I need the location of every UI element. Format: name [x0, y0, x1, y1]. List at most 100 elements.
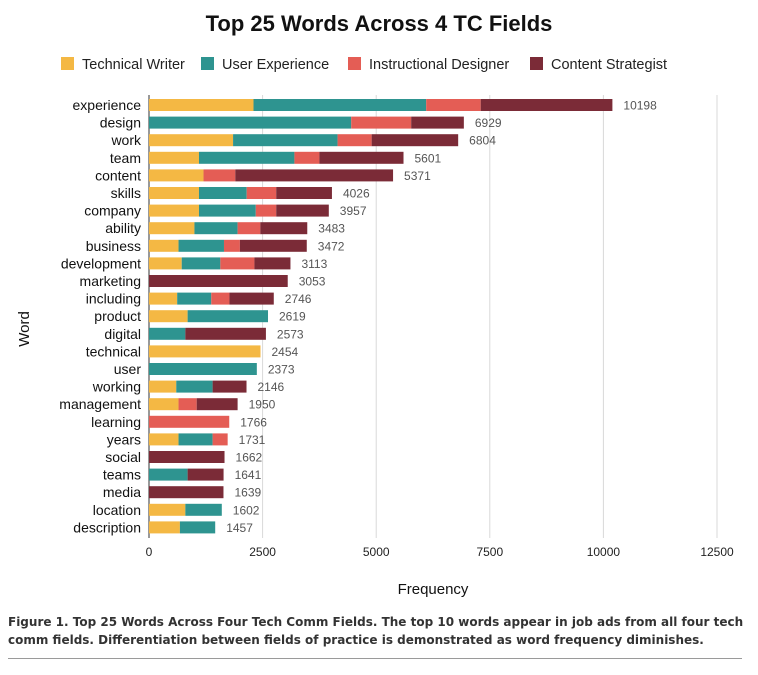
bar-segment	[149, 204, 199, 217]
total-value-label: 2619	[279, 310, 306, 324]
legend-label: Technical Writer	[82, 57, 185, 73]
bar-segment	[223, 239, 240, 252]
bar-segment	[220, 257, 255, 270]
total-value-label: 3957	[340, 204, 367, 218]
bar-segment	[149, 345, 261, 358]
bar-segment	[149, 169, 204, 182]
bar-segment	[194, 222, 238, 235]
total-value-labels: 10198 6929 6804 5601 5371 4026 3957 3483 3472 311…	[226, 99, 657, 535]
x-tick-label: 12500	[700, 545, 734, 559]
category-label: content	[95, 167, 141, 183]
bar-segment	[480, 99, 613, 111]
x-tick-label: 7500	[476, 545, 503, 559]
bar-segment	[229, 292, 274, 305]
bar-segment	[149, 99, 254, 111]
bar-segment	[212, 380, 247, 393]
bar-segment	[337, 134, 372, 147]
category-label: marketing	[80, 273, 141, 289]
bar-segment	[149, 257, 182, 270]
bar-segment	[233, 134, 338, 147]
chart-legend: Technical Writer User Experience Instructi…	[61, 57, 667, 73]
total-value-label: 2454	[272, 345, 299, 359]
total-value-label: 1731	[239, 433, 266, 447]
bar-segment	[203, 169, 236, 182]
legend-item: Technical Writer	[61, 57, 185, 73]
bar-segment	[149, 380, 177, 393]
x-axis-ticks: 0 2500 5000 7500 10000 12500	[146, 545, 734, 559]
legend-label: User Experience	[222, 57, 329, 73]
bar-segment	[149, 451, 225, 463]
figure-caption: Figure 1. Top 25 Words Across Four Tech …	[8, 615, 744, 647]
bar-segment	[294, 151, 320, 164]
legend-swatch	[61, 57, 74, 70]
category-label: business	[86, 238, 141, 254]
total-value-label: 1950	[249, 398, 276, 412]
legend-label: Content Strategist	[551, 57, 667, 73]
total-value-label: 1457	[226, 521, 253, 535]
category-label: experience	[73, 97, 142, 113]
category-label: social	[105, 449, 141, 465]
category-label: user	[114, 361, 142, 377]
bar-segment	[239, 239, 307, 252]
bar-segment	[185, 503, 222, 516]
bar-segment	[187, 468, 224, 481]
chart-title: Top 25 Words Across 4 TC Fields	[206, 11, 553, 36]
category-label: product	[94, 308, 141, 324]
category-label: media	[103, 484, 141, 500]
category-label: team	[110, 150, 141, 166]
bar-segment	[319, 151, 404, 164]
bar-segment	[253, 99, 427, 111]
bar-segment	[254, 257, 291, 270]
total-value-label: 3053	[299, 275, 326, 289]
bar-segment	[149, 415, 230, 428]
category-label: work	[110, 132, 142, 148]
divider	[8, 658, 742, 659]
bar-segment	[411, 116, 464, 129]
x-tick-label: 2500	[249, 545, 276, 559]
total-value-label: 1639	[234, 486, 261, 500]
category-label: development	[61, 255, 141, 271]
bar-segment	[426, 99, 481, 111]
legend-swatch	[530, 57, 543, 70]
category-label: skills	[111, 185, 141, 201]
bar-segment	[185, 327, 266, 340]
x-tick-label: 10000	[587, 545, 621, 559]
bar-segment	[351, 116, 412, 129]
category-label: teams	[103, 467, 141, 483]
bar-segment	[198, 187, 247, 199]
category-label: learning	[91, 414, 141, 430]
x-axis-title: Frequency	[398, 581, 469, 598]
bar-segment	[196, 398, 238, 411]
bar-segment	[149, 486, 224, 499]
total-value-label: 2573	[277, 327, 304, 341]
legend-label: Instructional Designer	[369, 57, 509, 73]
category-label: ability	[105, 220, 141, 236]
bar-segment	[178, 239, 224, 252]
category-label: management	[59, 396, 141, 412]
bar-segment	[149, 187, 199, 199]
legend-item: User Experience	[201, 57, 329, 73]
y-axis-title: Word	[16, 311, 33, 347]
total-value-label: 4026	[343, 187, 370, 201]
bar-segment	[276, 204, 329, 217]
bar-segment	[178, 398, 197, 411]
total-value-label: 2373	[268, 363, 295, 377]
bar-segment	[149, 275, 288, 287]
bar-segment	[149, 134, 234, 147]
bars	[149, 99, 613, 534]
bar-segment	[276, 187, 332, 199]
total-value-label: 6804	[469, 134, 496, 148]
total-value-label: 1766	[240, 415, 267, 429]
bar-segment	[149, 116, 352, 129]
bar-segment	[149, 468, 188, 481]
category-label: including	[86, 291, 141, 307]
bar-segment	[255, 204, 277, 217]
bar-segment	[237, 222, 261, 235]
bar-segment	[212, 433, 228, 446]
legend-swatch	[201, 57, 214, 70]
bar-segment	[198, 151, 295, 164]
category-label: digital	[104, 326, 141, 342]
bar-segment	[260, 222, 308, 235]
x-tick-label: 5000	[363, 545, 390, 559]
total-value-label: 3472	[318, 239, 345, 253]
